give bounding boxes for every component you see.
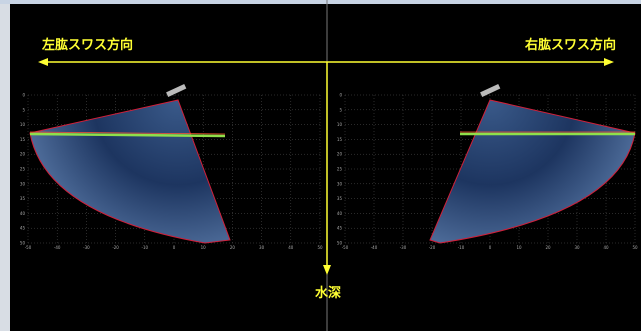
y-tick-label: 15 xyxy=(337,137,343,142)
y-tick-label: 35 xyxy=(20,196,26,201)
y-tick-label: 50 xyxy=(20,241,26,246)
x-tick-label: -20 xyxy=(429,245,436,250)
y-tick-label: 45 xyxy=(337,226,343,231)
depth-label: 水深 xyxy=(315,285,341,301)
x-tick-label: -10 xyxy=(458,245,465,250)
x-tick-label: 30 xyxy=(259,245,265,250)
y-tick-label: 10 xyxy=(20,122,26,127)
x-tick-label: 0 xyxy=(173,245,176,250)
y-tick-label: 30 xyxy=(337,181,343,186)
x-tick-label: 50 xyxy=(632,245,638,250)
y-tick-label: 15 xyxy=(20,137,26,142)
y-tick-label: 30 xyxy=(20,181,26,186)
y-tick-label: 10 xyxy=(337,122,343,127)
x-tick-label: 10 xyxy=(201,245,207,250)
x-tick-label: 30 xyxy=(574,245,580,250)
x-tick-label: -30 xyxy=(400,245,407,250)
x-tick-label: -40 xyxy=(371,245,378,250)
left-border xyxy=(0,0,10,331)
x-tick-label: 0 xyxy=(489,245,492,250)
x-tick-label: 10 xyxy=(516,245,522,250)
x-tick-label: -10 xyxy=(142,245,149,250)
left-label: 左肱スワス方向 xyxy=(42,37,133,53)
x-tick-label: -50 xyxy=(25,245,32,250)
right-label: 右肱スワス方向 xyxy=(524,37,616,53)
y-tick-label: 20 xyxy=(20,152,26,157)
y-tick-label: 40 xyxy=(20,211,26,216)
x-tick-label: -40 xyxy=(54,245,61,250)
x-tick-label: -50 xyxy=(342,245,349,250)
y-tick-label: 50 xyxy=(337,241,343,246)
screen: -50-40-30-20-100102030405005101520253035… xyxy=(0,0,641,331)
y-tick-label: 45 xyxy=(20,226,26,231)
x-tick-label: -30 xyxy=(83,245,90,250)
top-border xyxy=(0,0,641,4)
x-tick-label: 20 xyxy=(545,245,551,250)
y-tick-label: 25 xyxy=(20,167,26,172)
x-tick-label: -20 xyxy=(112,245,119,250)
y-tick-label: 20 xyxy=(337,152,343,157)
y-tick-label: 40 xyxy=(337,211,343,216)
x-tick-label: 40 xyxy=(603,245,609,250)
x-tick-label: 50 xyxy=(317,245,323,250)
x-tick-label: 40 xyxy=(288,245,294,250)
y-tick-label: 35 xyxy=(337,196,343,201)
x-tick-label: 20 xyxy=(230,245,236,250)
y-tick-label: 25 xyxy=(337,167,343,172)
